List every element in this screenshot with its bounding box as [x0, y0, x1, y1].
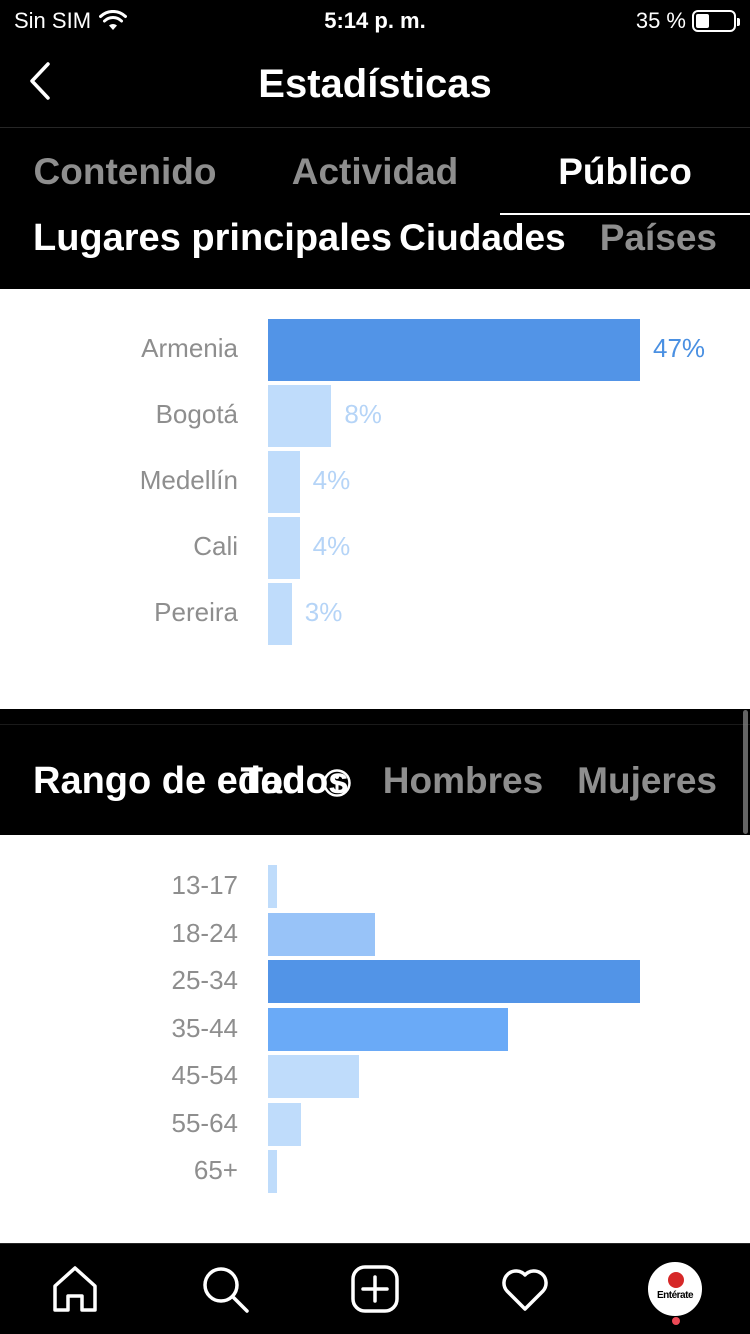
logo-red-circle [668, 1272, 684, 1288]
location-label: Cali [193, 531, 238, 561]
new-post-icon[interactable] [350, 1264, 400, 1314]
age-label: 35-44 [171, 1012, 239, 1043]
location-bar [268, 517, 300, 579]
locations-title: Lugares principales [33, 217, 392, 260]
locations-filters: Ciudades Países [399, 217, 717, 259]
battery-fill [696, 14, 709, 28]
location-bar [268, 451, 300, 513]
carrier-group: Sin SIM [14, 8, 128, 34]
age-title: Rango de edad [33, 760, 352, 803]
age-filters: Todos Hombres Mujeres [241, 760, 717, 802]
location-percent: 3% [304, 597, 343, 627]
age-bar [268, 1102, 302, 1146]
scroll-indicator[interactable] [743, 710, 748, 834]
location-percent: 4% [312, 531, 351, 561]
location-percent: 47% [653, 333, 706, 363]
location-bar [268, 385, 332, 447]
age-bar [268, 1150, 277, 1193]
tab-actividad[interactable]: Actividad [291, 151, 459, 192]
bottom-tab-bar: Entérate [0, 1243, 750, 1334]
age-label: 25-34 [171, 965, 239, 995]
tab-publico[interactable]: Público [500, 129, 750, 215]
filter-todos[interactable]: Todos [240, 760, 349, 801]
home-icon[interactable] [50, 1264, 100, 1314]
location-percent: 4% [312, 465, 351, 495]
age-bar [268, 865, 277, 908]
filter-ciudades[interactable]: Ciudades [399, 217, 566, 258]
back-chevron-icon[interactable] [22, 58, 62, 104]
age-label: 18-24 [171, 917, 239, 948]
section-divider [0, 709, 750, 725]
profile-avatar[interactable]: Entérate [648, 1262, 702, 1316]
filter-paises[interactable]: Países [599, 217, 717, 258]
location-label: Medellín [139, 465, 238, 495]
avatar-logo: Entérate [654, 1268, 696, 1310]
age-bar [268, 912, 376, 956]
age-bar [268, 960, 640, 1003]
location-bar [268, 319, 640, 381]
wifi-icon [99, 10, 128, 30]
filter-mujeres[interactable]: Mujeres [577, 760, 717, 801]
filter-hombres[interactable]: Hombres [382, 760, 544, 801]
locations-header: Lugares principales Ciudades Países [0, 215, 750, 289]
notification-dot [672, 1317, 680, 1325]
age-label: 13-17 [171, 870, 239, 900]
location-percent: 8% [344, 399, 382, 429]
age-title-text: Rango de edad [33, 760, 306, 802]
nav-header: Estadísticas [0, 40, 750, 128]
battery-group: 35 % [635, 8, 740, 34]
location-label: Armenia [141, 333, 238, 363]
age-chart: 13-17 18-24 25-34 35-44 45-54 55-64 65+ [0, 835, 750, 1243]
avatar-logo-text: Entérate [656, 1290, 694, 1301]
battery-percent: 35 % [635, 8, 686, 33]
search-icon[interactable] [200, 1264, 250, 1314]
tab-contenido[interactable]: Contenido [33, 151, 217, 192]
age-header: Rango de edad Todos Hombres Mujeres [0, 726, 750, 835]
page-title: Estadísticas [258, 62, 492, 106]
age-bar [268, 1007, 508, 1051]
info-icon[interactable] [322, 768, 352, 798]
locations-title-text: Lugares principales [33, 217, 393, 259]
status-bar: Sin SIM 5:14 p. m. 35 % [0, 0, 750, 40]
locations-chart: Armenia 47% Bogotá 8% Medellín 4% Cali 4% Pereir… [0, 289, 750, 709]
age-label: 65+ [193, 1155, 238, 1185]
battery-icon [692, 10, 740, 32]
location-label: Pereira [154, 597, 238, 627]
age-label: 55-64 [171, 1107, 239, 1138]
location-label: Bogotá [155, 399, 238, 429]
age-bar [268, 1055, 359, 1098]
heart-icon[interactable] [500, 1264, 550, 1314]
insights-tabs: Contenido Actividad Público [0, 129, 750, 215]
carrier-label: Sin SIM [14, 8, 92, 33]
status-time: 5:14 p. m. [324, 8, 426, 33]
location-bar [268, 583, 292, 645]
age-label: 45-54 [171, 1060, 239, 1090]
